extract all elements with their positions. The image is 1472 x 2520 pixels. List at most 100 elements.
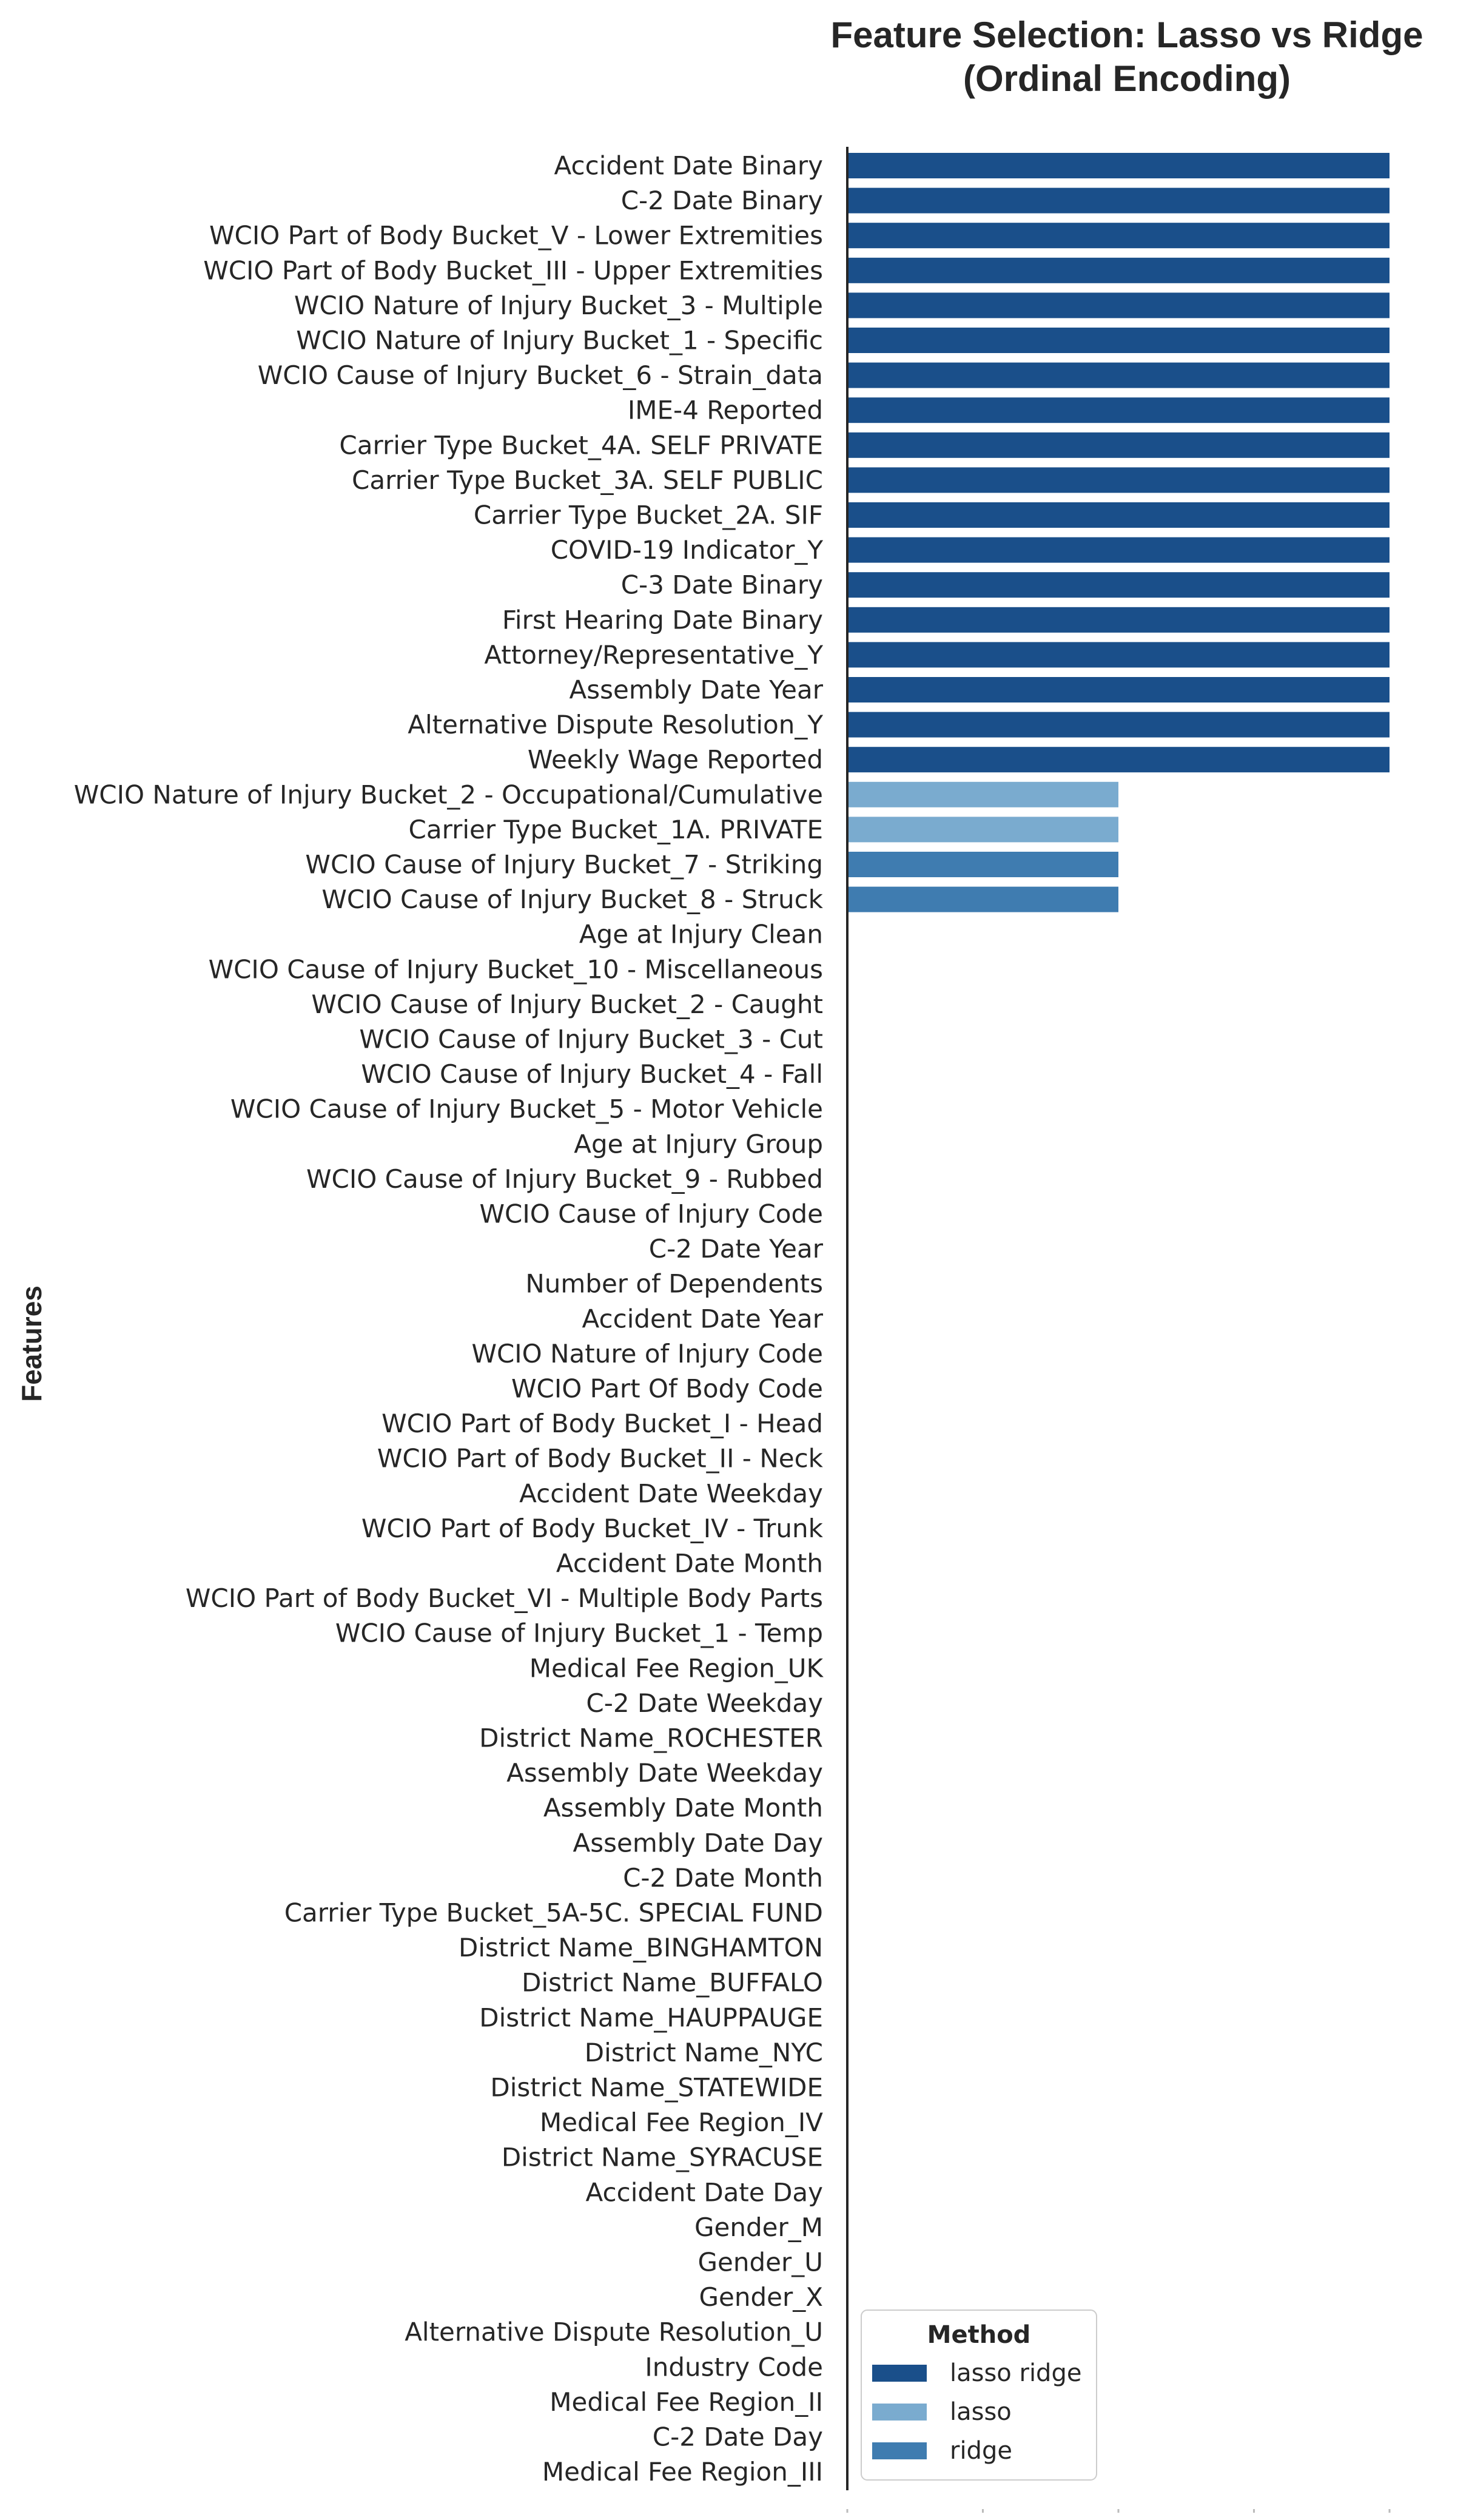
y-tick-label: WCIO Part Of Body Code (511, 1374, 823, 1404)
y-tick-label: Industry Code (645, 2352, 823, 2382)
bar (847, 328, 1390, 353)
y-tick-label: WCIO Nature of Injury Bucket_2 - Occupat… (74, 780, 823, 809)
y-tick-label: Medical Fee Region_IV (540, 2107, 823, 2137)
y-tick-label: WCIO Part of Body Bucket_III - Upper Ext… (203, 255, 823, 285)
y-tick-label: Gender_U (697, 2248, 823, 2277)
legend-label: lasso ridge (950, 2359, 1081, 2387)
y-tick-label: WCIO Cause of Injury Bucket_3 - Cut (359, 1025, 823, 1054)
bar (847, 677, 1390, 702)
bar (847, 886, 1118, 912)
chart-title: Feature Selection: Lasso vs Ridge (Ordin… (831, 15, 1423, 99)
bar (847, 817, 1118, 843)
y-tick-label: Medical Fee Region_II (549, 2387, 823, 2417)
y-tick-label: WCIO Cause of Injury Bucket_4 - Fall (361, 1059, 823, 1089)
y-tick-label: Carrier Type Bucket_5A-5C. SPECIAL FUND (284, 1898, 823, 1928)
bar (847, 747, 1390, 773)
bar (847, 537, 1390, 563)
y-tick-label: WCIO Nature of Injury Bucket_3 - Multipl… (294, 291, 823, 320)
bar (847, 502, 1390, 528)
y-tick-label: Accident Date Year (582, 1304, 824, 1333)
legend-swatch (872, 2365, 927, 2382)
y-tick-label: WCIO Nature of Injury Bucket_1 - Specifi… (296, 326, 823, 355)
y-tick-label: COVID-19 Indicator_Y (551, 535, 824, 565)
y-tick-label: WCIO Cause of Injury Bucket_10 - Miscell… (209, 954, 823, 984)
legend-title: Method (927, 2321, 1031, 2349)
legend: Method lasso ridge lasso ridge (861, 2309, 1097, 2481)
bar (847, 292, 1390, 318)
bar (847, 187, 1390, 214)
y-tick-label: Assembly Date Day (573, 1828, 823, 1858)
y-tick-label: Carrier Type Bucket_3A. SELF PUBLIC (352, 465, 823, 495)
y-tick-label: District Name_BUFFALO (522, 1968, 823, 1998)
legend-swatch (872, 2404, 927, 2421)
bar (847, 362, 1390, 388)
y-tick-label: WCIO Part of Body Bucket_VI - Multiple B… (186, 1583, 823, 1613)
y-axis-label: Features (16, 1285, 47, 1402)
y-tick-label: C-2 Date Month (623, 1863, 823, 1893)
y-tick-label: WCIO Part of Body Bucket_I - Head (381, 1409, 823, 1438)
y-tick-label: Gender_M (694, 2212, 823, 2242)
bars-layer (847, 153, 1390, 912)
bar (847, 781, 1118, 807)
y-tick-label: C-2 Date Day (653, 2422, 823, 2452)
y-tick-label: Number of Dependents (525, 1269, 823, 1299)
y-tick-label: Accident Date Binary (554, 151, 823, 181)
y-tick-label: Accident Date Month (556, 1549, 823, 1578)
legend-frame (861, 2309, 1097, 2481)
y-tick-label: WCIO Cause of Injury Bucket_8 - Struck (321, 884, 823, 914)
y-tick-label: WCIO Cause of Injury Code (479, 1199, 823, 1229)
y-tick-label: WCIO Cause of Injury Bucket_9 - Rubbed (306, 1164, 823, 1194)
y-tick-label: WCIO Cause of Injury Bucket_7 - Striking (305, 850, 823, 880)
y-tick-label: Medical Fee Region_III (542, 2457, 823, 2487)
y-tick-label: WCIO Cause of Injury Bucket_5 - Motor Ve… (230, 1094, 823, 1124)
chart-title-line-2: (Ordinal Encoding) (963, 58, 1291, 99)
y-tick-label: Carrier Type Bucket_4A. SELF PRIVATE (339, 430, 823, 460)
y-tick-label: Accident Date Day (586, 2177, 823, 2207)
y-tick-label: First Hearing Date Binary (502, 605, 823, 635)
y-tick-label: WCIO Cause of Injury Bucket_6 - Strain_d… (258, 360, 823, 390)
y-tick-label: Age at Injury Clean (579, 920, 823, 949)
bar (847, 852, 1118, 877)
legend-items: lasso ridge lasso ridge (872, 2359, 1081, 2465)
y-tick-label: WCIO Cause of Injury Bucket_1 - Temp (335, 1619, 823, 1648)
y-tick-label: WCIO Cause of Injury Bucket_2 - Caught (311, 989, 823, 1019)
y-tick-label: C-2 Date Binary (621, 186, 823, 215)
y-tick-labels: Accident Date Binary C-2 Date Binary WCIO … (74, 151, 824, 2487)
legend-swatch (872, 2442, 927, 2459)
y-tick-label: Gender_X (699, 2282, 823, 2312)
y-tick-label: WCIO Part of Body Bucket_V - Lower Extre… (209, 221, 823, 251)
chart-title-line-1: Feature Selection: Lasso vs Ridge (831, 15, 1423, 55)
legend-label: lasso (950, 2398, 1012, 2426)
y-tick-label: District Name_HAUPPAUGE (479, 2003, 823, 2032)
y-tick-label: Alternative Dispute Resolution_U (405, 2317, 823, 2347)
y-tick-label: C-3 Date Binary (621, 570, 823, 600)
bar (847, 432, 1390, 458)
y-tick-label: WCIO Nature of Injury Code (471, 1339, 823, 1369)
bar (847, 153, 1390, 178)
y-tick-label: District Name_ROCHESTER (479, 1723, 823, 1753)
y-tick-label: Alternative Dispute Resolution_Y (408, 710, 823, 739)
y-tick-label: Accident Date Weekday (519, 1478, 823, 1508)
y-tick-label: District Name_STATEWIDE (490, 2073, 823, 2103)
y-tick-label: District Name_NYC (585, 2038, 823, 2067)
bar (847, 257, 1390, 283)
bar (847, 642, 1390, 668)
y-tick-label: Carrier Type Bucket_1A. PRIVATE (409, 815, 823, 844)
y-tick-label: C-2 Date Weekday (586, 1688, 823, 1718)
y-tick-label: District Name_SYRACUSE (502, 2143, 823, 2172)
y-tick-label: C-2 Date Year (649, 1234, 824, 1264)
y-tick-label: Assembly Date Year (570, 675, 824, 705)
y-tick-label: Attorney/Representative_Y (484, 640, 823, 670)
bar (847, 712, 1390, 738)
bar (847, 572, 1390, 598)
y-tick-label: WCIO Part of Body Bucket_IV - Trunk (361, 1514, 824, 1543)
y-tick-label: Carrier Type Bucket_2A. SIF (474, 500, 823, 530)
bar (847, 467, 1390, 493)
bar (847, 607, 1390, 633)
x-ticks (846, 2509, 1391, 2513)
legend-label: ridge (950, 2437, 1012, 2465)
y-tick-label: IME-4 Reported (628, 396, 823, 425)
y-tick-label: Assembly Date Month (543, 1793, 823, 1823)
y-tick-label: Age at Injury Group (574, 1129, 823, 1159)
